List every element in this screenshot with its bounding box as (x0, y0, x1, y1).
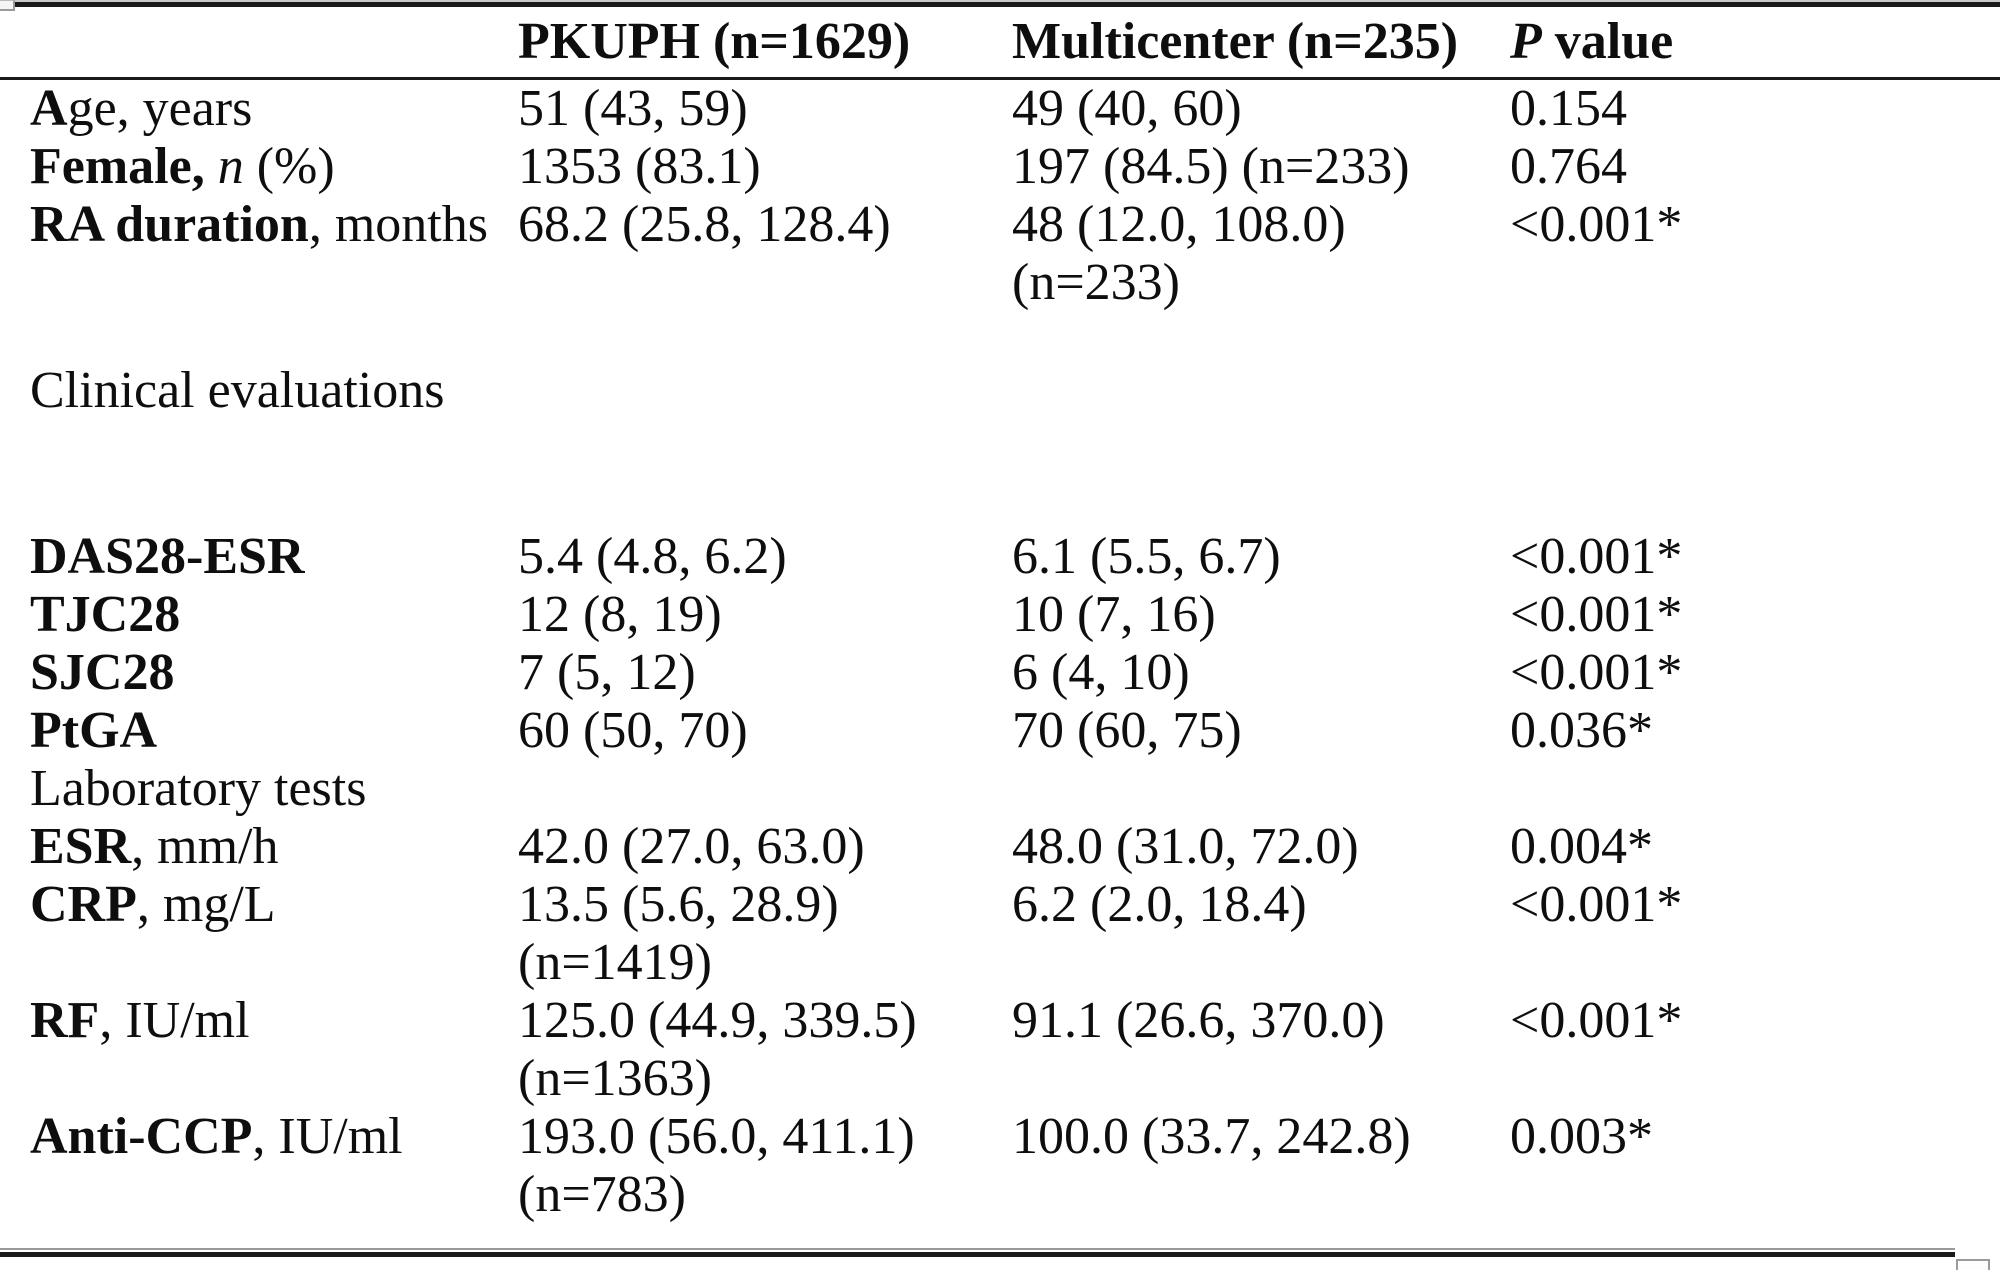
section-row-laboratory-tests: Laboratory tests (0, 760, 2000, 818)
cell-multicenter: 48 (12.0, 108.0) (n=233) (1012, 196, 1346, 311)
table-row-ptga: PtGA 60 (50, 70) 70 (60, 75) 0.036* (0, 702, 2000, 760)
row-label-bold: TJC28 (30, 586, 181, 643)
cell-pkuph: 60 (50, 70) (518, 702, 748, 759)
cell-pvalue: 0.003* (1510, 1108, 1653, 1165)
cell-pvalue: <0.001* (1510, 644, 1683, 701)
cell-pvalue: 0.036* (1510, 702, 1653, 759)
row-label: CRP, mg/L (0, 876, 518, 934)
row-label: Female, n (%) (0, 138, 518, 196)
table-row-das28-esr: DAS28-ESR 5.4 (4.8, 6.2) 6.1 (5.5, 6.7) … (0, 528, 2000, 586)
row-label: TJC28 (0, 586, 518, 644)
table-row-esr: ESR, mm/h 42.0 (27.0, 63.0) 48.0 (31.0, … (0, 818, 2000, 876)
row-label: RA duration, months (0, 196, 518, 254)
section-label-text: Clinical evaluations (30, 362, 445, 419)
row-label-bold: A (30, 80, 68, 137)
row-label: RF, IU/ml (0, 992, 518, 1050)
table-row-age: Age, years 51 (43, 59) 49 (40, 60) 0.154 (0, 80, 2000, 138)
section-label-text: Laboratory tests (30, 760, 367, 817)
table-row-female: Female, n (%) 1353 (83.1) 197 (84.5) (n=… (0, 138, 2000, 196)
row-label-bold: Anti-CCP (30, 1108, 253, 1165)
row-label: ESR, mm/h (0, 818, 518, 876)
cell-pkuph: 12 (8, 19) (518, 586, 722, 643)
cell-pvalue: <0.001* (1510, 876, 1683, 933)
table-bottom-rule (0, 1248, 1955, 1257)
cell-multicenter: 10 (7, 16) (1012, 586, 1216, 643)
window-corner-artifact (0, 0, 15, 11)
cell-multicenter: 70 (60, 75) (1012, 702, 1242, 759)
resize-handle-artifact (1956, 1259, 1990, 1270)
table-top-rule (13, 2, 2000, 7)
row-label: SJC28 (0, 644, 518, 702)
section-label: Clinical evaluations (0, 362, 518, 420)
cell-multicenter: 49 (40, 60) (1012, 80, 1242, 137)
cell-pkuph: 125.0 (44.9, 339.5) (n=1363) (518, 992, 917, 1107)
header-p-rest: value (1541, 13, 1674, 70)
header-p-italic: P (1510, 13, 1542, 70)
row-label-bold: SJC28 (30, 644, 175, 701)
cell-multicenter: 91.1 (26.6, 370.0) (1012, 992, 1385, 1049)
section-row-clinical-evaluations: Clinical evaluations (0, 362, 2000, 420)
table-row-tjc28: TJC28 12 (8, 19) 10 (7, 16) <0.001* (0, 586, 2000, 644)
top-hairline (0, 0, 2000, 2)
cell-pkuph: 42.0 (27.0, 63.0) (518, 818, 865, 875)
cell-pvalue: <0.001* (1510, 586, 1683, 643)
row-label-text: , months (308, 196, 488, 253)
row-label-bold: DAS28-ESR (30, 528, 305, 585)
cell-pvalue: 0.764 (1510, 138, 1627, 195)
table-row-ra-duration: RA duration, months 68.2 (25.8, 128.4) 4… (0, 196, 2000, 312)
cell-pkuph: 51 (43, 59) (518, 80, 748, 137)
row-label-tail: (%) (243, 138, 335, 195)
cell-pkuph: 1353 (83.1) (518, 138, 761, 195)
cell-pkuph: 7 (5, 12) (518, 644, 696, 701)
cell-pvalue: <0.001* (1510, 196, 1683, 253)
table-row-sjc28: SJC28 7 (5, 12) 6 (4, 10) <0.001* (0, 644, 2000, 702)
table-row-rf: RF, IU/ml 125.0 (44.9, 339.5) (n=1363) 9… (0, 992, 2000, 1108)
cell-pvalue: 0.004* (1510, 818, 1653, 875)
row-label-text: , mg/L (136, 876, 276, 933)
row-label-bold: CRP (30, 876, 137, 933)
table-row-anti-ccp: Anti-CCP, IU/ml 193.0 (56.0, 411.1) (n=7… (0, 1108, 2000, 1224)
row-label: Age, years (0, 80, 518, 138)
cell-pkuph: 5.4 (4.8, 6.2) (518, 528, 787, 585)
header-pvalue: P value (1510, 7, 2000, 77)
cell-pkuph: 68.2 (25.8, 128.4) (518, 196, 891, 253)
cell-pkuph: 13.5 (5.6, 28.9) (n=1419) (518, 876, 839, 991)
row-label-bold: RA duration (30, 196, 309, 253)
row-label-text: , IU/ml (252, 1108, 403, 1165)
cell-pvalue: 0.154 (1510, 80, 1627, 137)
row-label-italic: n (217, 138, 244, 195)
header-rule (0, 77, 2000, 80)
cell-multicenter: 6 (4, 10) (1012, 644, 1190, 701)
cell-multicenter: 100.0 (33.7, 242.8) (1012, 1108, 1411, 1165)
row-label-bold: PtGA (30, 702, 158, 759)
row-label-bold: Female, (30, 138, 205, 195)
row-label-bold: ESR (30, 818, 132, 875)
table-header-row: PKUPH (n=1629) Multicenter (n=235) P val… (0, 7, 2000, 77)
header-multicenter: Multicenter (n=235) (1012, 13, 1459, 70)
cell-multicenter: 6.2 (2.0, 18.4) (1012, 876, 1307, 933)
row-label: DAS28-ESR (0, 528, 518, 586)
spacer-row (0, 1224, 2000, 1248)
cell-multicenter: 6.1 (5.5, 6.7) (1012, 528, 1281, 585)
row-label-text (205, 138, 218, 195)
cell-multicenter: 48.0 (31.0, 72.0) (1012, 818, 1359, 875)
row-label-bold: RF (30, 992, 100, 1049)
row-label-text: ge, years (67, 80, 253, 137)
row-label: Anti-CCP, IU/ml (0, 1108, 518, 1166)
table-row-crp: CRP, mg/L 13.5 (5.6, 28.9) (n=1419) 6.2 … (0, 876, 2000, 992)
cell-multicenter: 197 (84.5) (n=233) (1012, 138, 1410, 195)
cell-pvalue: <0.001* (1510, 528, 1683, 585)
row-label-text: , mm/h (131, 818, 279, 875)
section-label: Laboratory tests (0, 760, 518, 818)
spacer-row (0, 420, 2000, 528)
row-label-text: , IU/ml (99, 992, 250, 1049)
header-pkuph: PKUPH (n=1629) (518, 13, 911, 70)
cell-pvalue: <0.001* (1510, 992, 1683, 1049)
spacer-row (0, 312, 2000, 362)
cell-pkuph: 193.0 (56.0, 411.1) (n=783) (518, 1108, 915, 1223)
row-label: PtGA (0, 702, 518, 760)
